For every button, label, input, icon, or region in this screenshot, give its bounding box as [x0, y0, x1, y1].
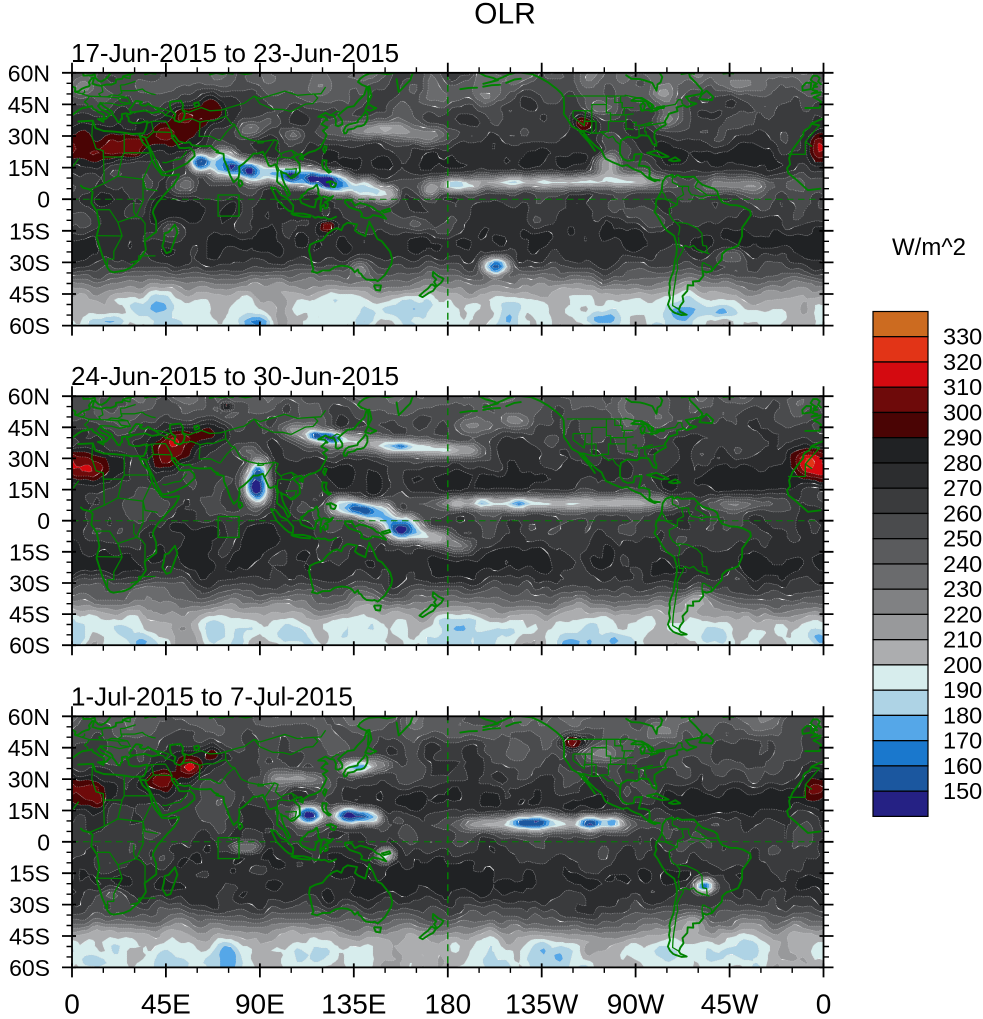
- svg-text:320: 320: [943, 349, 982, 375]
- svg-text:15N: 15N: [8, 798, 50, 824]
- svg-text:0: 0: [64, 988, 80, 1014]
- svg-text:15N: 15N: [8, 155, 50, 181]
- svg-text:260: 260: [943, 501, 982, 527]
- svg-text:60N: 60N: [8, 384, 50, 410]
- svg-text:180: 180: [943, 702, 982, 728]
- svg-text:60N: 60N: [8, 704, 50, 730]
- svg-text:1-Jul-2015 to 7-Jul-2015: 1-Jul-2015 to 7-Jul-2015: [71, 681, 353, 711]
- svg-text:30S: 30S: [9, 250, 50, 276]
- svg-text:90W: 90W: [607, 988, 665, 1014]
- svg-text:45N: 45N: [8, 735, 50, 761]
- svg-text:45W: 45W: [701, 988, 759, 1014]
- svg-text:190: 190: [943, 677, 982, 703]
- svg-text:210: 210: [943, 627, 982, 653]
- svg-text:0: 0: [37, 829, 50, 855]
- svg-text:0: 0: [816, 988, 832, 1014]
- svg-text:240: 240: [943, 551, 982, 577]
- svg-text:60S: 60S: [9, 313, 50, 339]
- svg-text:15S: 15S: [9, 861, 50, 887]
- svg-text:W/m^2: W/m^2: [892, 234, 966, 261]
- svg-text:60N: 60N: [8, 60, 50, 86]
- svg-text:45S: 45S: [9, 282, 50, 308]
- svg-text:250: 250: [943, 526, 982, 552]
- svg-text:230: 230: [943, 576, 982, 602]
- svg-text:30N: 30N: [8, 124, 50, 150]
- svg-text:330: 330: [943, 324, 982, 350]
- svg-text:170: 170: [943, 728, 982, 754]
- svg-text:45S: 45S: [9, 602, 50, 628]
- svg-text:180: 180: [424, 988, 471, 1014]
- svg-text:220: 220: [943, 601, 982, 627]
- svg-text:15N: 15N: [8, 477, 50, 503]
- svg-text:30S: 30S: [9, 571, 50, 597]
- svg-text:280: 280: [943, 450, 982, 476]
- svg-text:17-Jun-2015 to 23-Jun-2015: 17-Jun-2015 to 23-Jun-2015: [71, 38, 399, 68]
- svg-text:0: 0: [37, 508, 50, 534]
- svg-text:30S: 30S: [9, 892, 50, 918]
- svg-text:0: 0: [37, 187, 50, 213]
- svg-text:90E: 90E: [235, 988, 285, 1014]
- svg-text:200: 200: [943, 652, 982, 678]
- svg-text:135E: 135E: [321, 988, 386, 1014]
- svg-text:270: 270: [943, 475, 982, 501]
- svg-text:310: 310: [943, 374, 982, 400]
- svg-text:24-Jun-2015 to 30-Jun-2015: 24-Jun-2015 to 30-Jun-2015: [71, 361, 399, 391]
- svg-text:30N: 30N: [8, 767, 50, 793]
- svg-text:15S: 15S: [9, 539, 50, 565]
- svg-text:45N: 45N: [8, 92, 50, 118]
- svg-text:45E: 45E: [141, 988, 191, 1014]
- svg-text:45S: 45S: [9, 924, 50, 950]
- svg-text:290: 290: [943, 425, 982, 451]
- svg-text:45N: 45N: [8, 415, 50, 441]
- svg-text:15S: 15S: [9, 218, 50, 244]
- svg-text:30N: 30N: [8, 446, 50, 472]
- svg-text:60S: 60S: [9, 955, 50, 981]
- svg-text:OLR: OLR: [474, 0, 536, 31]
- svg-text:300: 300: [943, 400, 982, 426]
- svg-text:160: 160: [943, 753, 982, 779]
- svg-text:135W: 135W: [505, 988, 579, 1014]
- svg-text:60S: 60S: [9, 633, 50, 659]
- svg-text:150: 150: [943, 778, 982, 804]
